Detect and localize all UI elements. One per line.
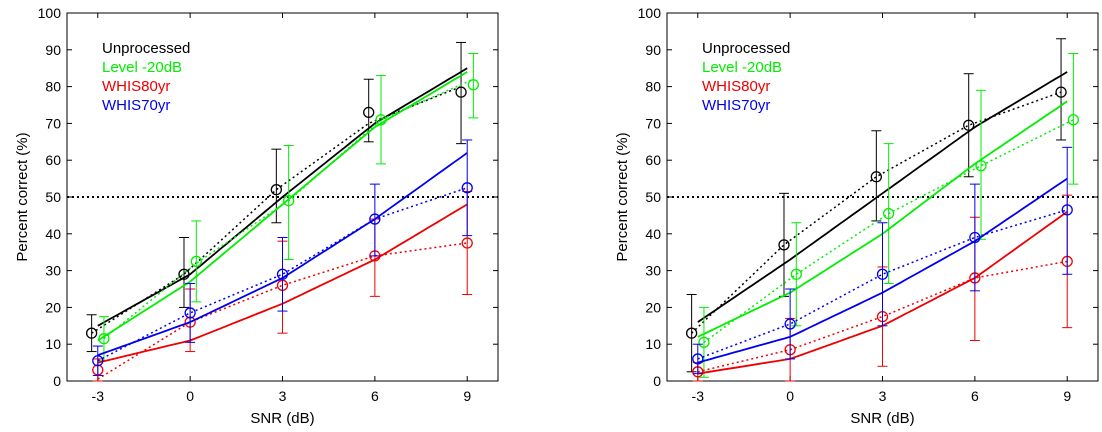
legend-entry: WHIS80yr	[102, 78, 170, 95]
y-tick-label: 40	[645, 226, 661, 242]
x-tick-label: 9	[1063, 388, 1071, 404]
legend-entry: Level -20dB	[102, 59, 182, 76]
x-tick-label: -3	[92, 388, 105, 404]
y-tick-label: 70	[45, 115, 61, 131]
y-tick-label: 60	[645, 152, 661, 168]
x-tick-label: 3	[879, 388, 887, 404]
data-point	[92, 355, 104, 367]
legend-entry: Unprocessed	[102, 40, 190, 57]
y-tick-label: 40	[45, 226, 61, 242]
data-point	[375, 114, 387, 126]
data-point	[461, 182, 473, 194]
x-tick-label: 0	[786, 388, 794, 404]
data-point	[790, 268, 802, 280]
x-axis-label: SNR (dB)	[850, 410, 914, 427]
data-point	[784, 318, 796, 330]
chart-panel-2: 0 10 20 30 40 50 60 70 80 90 100 -3 0 3 6 9 SNR (dB) Perc…	[614, 5, 1099, 427]
data-point	[276, 268, 289, 280]
data-point	[363, 106, 375, 119]
fit-curve	[697, 71, 1068, 323]
y-tick-label: 70	[645, 115, 661, 131]
data-point	[1061, 204, 1073, 216]
y-tick-label: 0	[53, 373, 61, 389]
x-tick-label: 6	[971, 388, 979, 404]
data-point	[190, 255, 202, 268]
data-point	[1067, 114, 1080, 126]
y-tick-label: 30	[45, 263, 61, 279]
y-axis-label: Percent correct (%)	[614, 132, 631, 261]
legend-entry: WHIS70yr	[102, 97, 170, 114]
data-point	[184, 307, 196, 319]
data-point	[1055, 86, 1067, 98]
y-axis-label: Percent correct (%)	[14, 132, 31, 261]
data-point	[963, 119, 975, 131]
x-tick-label: 9	[463, 388, 471, 404]
data-point	[467, 79, 480, 91]
data-point	[98, 333, 110, 345]
x-tick-label: 6	[371, 388, 379, 404]
y-tick-label: 100	[638, 5, 662, 21]
data-point	[698, 336, 710, 349]
data-point	[975, 160, 987, 172]
data-point	[178, 268, 190, 280]
data-point	[85, 327, 98, 339]
legend-entry: Level -20dB	[702, 59, 782, 76]
y-tick-label: 90	[45, 42, 61, 58]
trend-line	[697, 209, 1068, 360]
data-point	[778, 239, 790, 251]
legend-entry: WHIS80yr	[702, 78, 770, 95]
x-axis-label: SNR (dB)	[250, 410, 314, 427]
data-point	[685, 327, 698, 339]
y-tick-label: 20	[645, 299, 661, 315]
legend-entry: Unprocessed	[702, 40, 790, 57]
y-tick-label: 80	[45, 79, 61, 95]
data-point	[692, 353, 704, 365]
data-point	[883, 207, 895, 220]
y-tick-label: 20	[45, 299, 61, 315]
data-point	[369, 213, 381, 225]
series-3	[92, 139, 473, 376]
y-tick-label: 90	[645, 42, 661, 58]
data-point	[876, 268, 889, 280]
y-tick-label: 0	[653, 373, 661, 389]
trend-line	[691, 91, 1062, 334]
data-point	[455, 86, 467, 98]
data-point	[270, 183, 282, 196]
y-tick-label: 50	[645, 189, 661, 205]
data-point	[969, 231, 981, 244]
fit-curve	[97, 67, 468, 327]
series-3	[692, 146, 1073, 375]
y-tick-label: 80	[645, 79, 661, 95]
trend-line	[97, 242, 468, 380]
fit-curve	[97, 71, 468, 342]
x-tick-label: -3	[692, 388, 705, 404]
data-point	[870, 171, 882, 183]
trend-line	[91, 85, 462, 334]
series-0	[85, 41, 468, 353]
chart-panel-1: 0 10 20 30 40 50 60 70 80 90 100 -3 0 3 6 9 SNR (dB) Perc…	[14, 5, 499, 427]
y-tick-label: 100	[38, 5, 62, 21]
data-point	[283, 195, 295, 207]
data-point	[461, 237, 473, 249]
series-0	[685, 38, 1068, 373]
x-tick-label: 0	[186, 388, 194, 404]
y-tick-label: 10	[45, 336, 61, 352]
y-tick-label: 50	[45, 189, 61, 205]
y-tick-label: 30	[645, 263, 661, 279]
y-tick-label: 60	[45, 152, 61, 168]
legend-entry: WHIS70yr	[702, 97, 770, 114]
x-tick-label: 3	[279, 388, 287, 404]
y-tick-label: 10	[645, 336, 661, 352]
